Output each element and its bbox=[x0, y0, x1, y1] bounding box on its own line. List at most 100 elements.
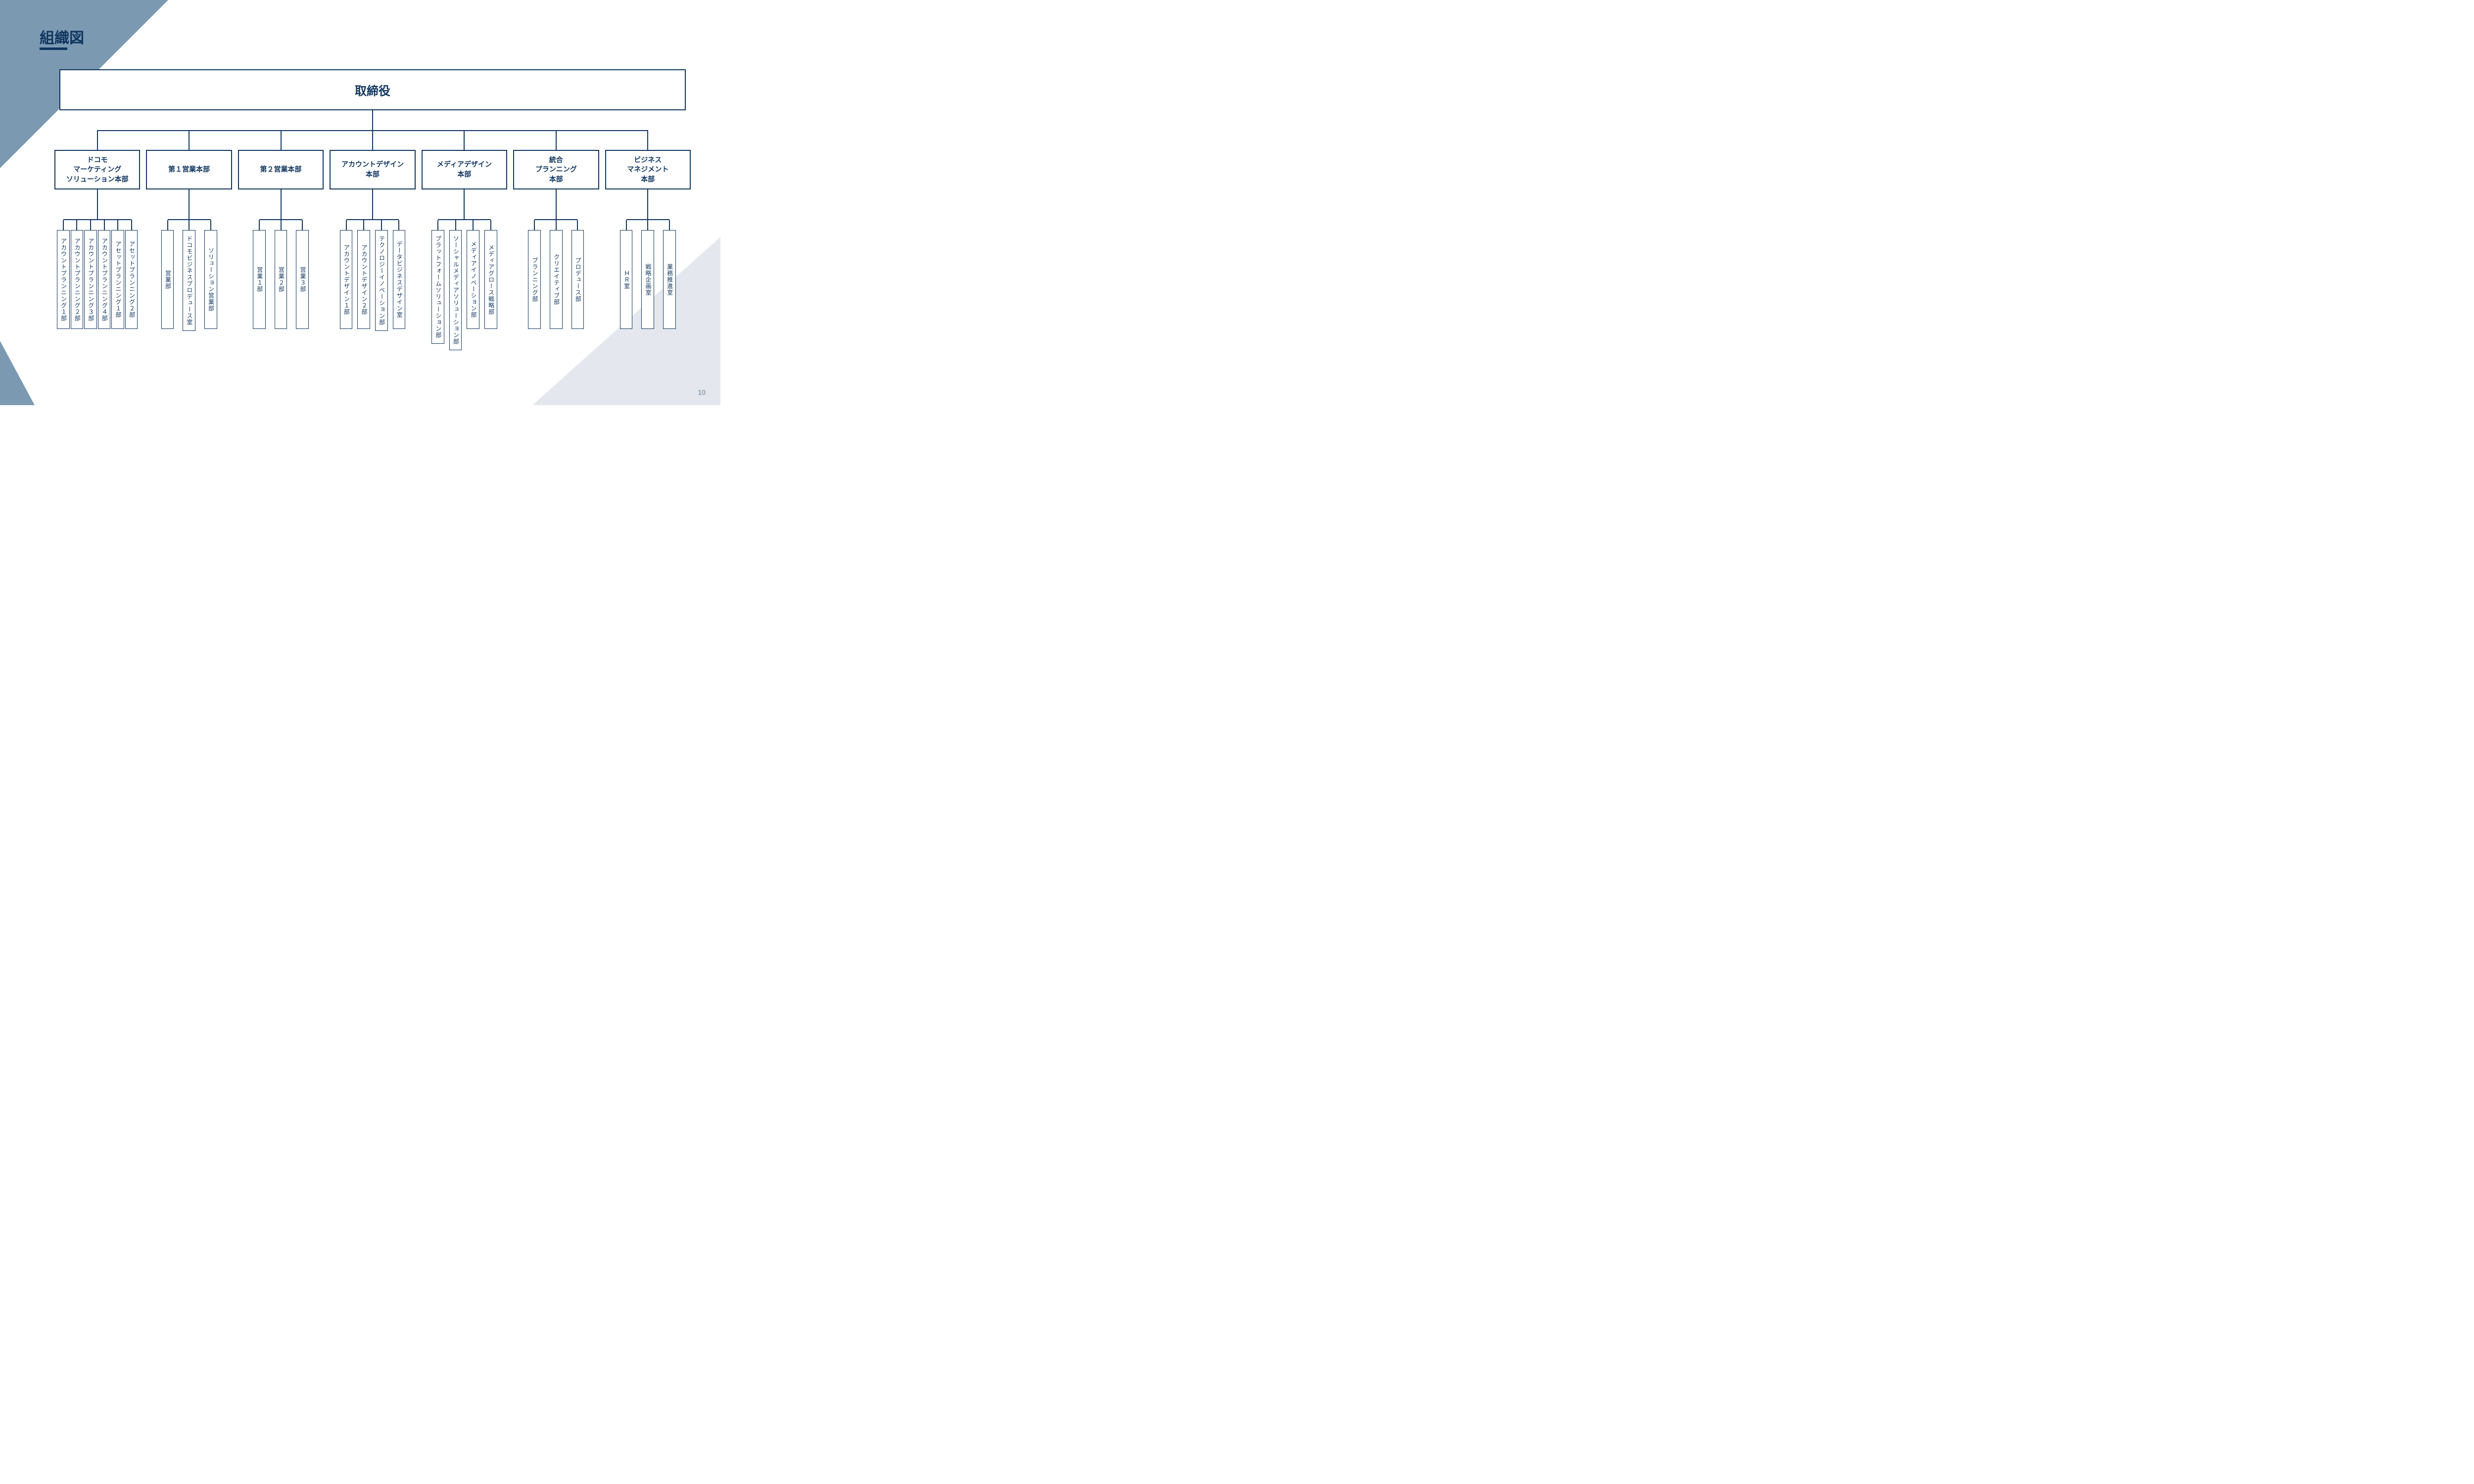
connector-dept-vertical bbox=[210, 220, 211, 230]
department-box: 営業３部 bbox=[296, 230, 309, 329]
department-box: ドコモビジネスプロデュース室 bbox=[183, 230, 195, 331]
connector-dept-vertical bbox=[647, 220, 648, 230]
divisions-row: ドコモ マーケティング ソリューション本部アカウントプランニング１部アカウントプ… bbox=[54, 130, 691, 350]
department: 業務推進室 bbox=[663, 220, 676, 329]
division-box: ドコモ マーケティング ソリューション本部 bbox=[54, 150, 140, 189]
connector-dept-horizontal bbox=[346, 219, 399, 220]
division-box: 第２営業本部 bbox=[238, 150, 324, 189]
department-box: ソリューション営業部 bbox=[204, 230, 217, 329]
connector-division-bottom bbox=[189, 189, 190, 219]
departments-container: ＨＲ室戦略企画室業務推進室 bbox=[605, 220, 691, 329]
connector-dept-horizontal bbox=[534, 219, 577, 220]
division: 第２営業本部営業１部営業２部営業３部 bbox=[238, 130, 324, 350]
connector-dept-vertical bbox=[398, 220, 399, 230]
department-box: アセットプランニング２部 bbox=[125, 230, 138, 329]
departments-container: 営業１部営業２部営業３部 bbox=[238, 220, 324, 329]
connector-dept-vertical bbox=[473, 220, 474, 230]
department: データビジネスデザイン室 bbox=[393, 220, 406, 331]
dept-hbar-wrap bbox=[513, 219, 599, 220]
connector-division-top bbox=[372, 130, 373, 150]
slide: 組織図 10 取締役 ドコモ マーケティング ソリューション本部アカウントプラン… bbox=[0, 0, 720, 405]
page-title: 組織図 bbox=[40, 26, 84, 47]
connector-dept-vertical bbox=[131, 220, 132, 230]
connector-dept-vertical bbox=[556, 220, 557, 230]
connector-dept-vertical bbox=[104, 220, 105, 230]
connector-dept-vertical bbox=[167, 220, 168, 230]
department: 営業１部 bbox=[253, 220, 266, 329]
department-box: アカウントプランニング３部 bbox=[84, 230, 97, 329]
division: ドコモ マーケティング ソリューション本部アカウントプランニング１部アカウントプ… bbox=[54, 130, 140, 350]
department: 営業３部 bbox=[296, 220, 309, 329]
department: アカウントプランニング１部 bbox=[57, 220, 70, 329]
department-box: アカウントプランニング１部 bbox=[57, 230, 70, 329]
connector-dept-vertical bbox=[381, 220, 382, 230]
department: 営業２部 bbox=[275, 220, 287, 329]
page-number: 10 bbox=[698, 388, 706, 396]
connector-root-vertical bbox=[372, 110, 373, 130]
connector-division-bottom bbox=[97, 189, 98, 219]
department-box: ＨＲ室 bbox=[620, 230, 633, 329]
connector-dept-vertical bbox=[90, 220, 91, 230]
department: プロデュース部 bbox=[571, 220, 584, 329]
department-box: アカウントプランニング４部 bbox=[98, 230, 111, 329]
connector-dept-vertical bbox=[76, 220, 77, 230]
department-box: プランニング部 bbox=[528, 230, 541, 329]
department-box: メディアイノベーション部 bbox=[467, 230, 479, 329]
dept-hbar-wrap bbox=[54, 219, 140, 220]
connector-division-bottom bbox=[556, 189, 557, 219]
connector-division-top bbox=[281, 130, 282, 150]
division: 統合 プランニング 本部プランニング部クリエイティブ部プロデュース部 bbox=[513, 130, 599, 350]
division-box: 第１営業本部 bbox=[146, 150, 232, 189]
department-box: プラットフォームソリューション部 bbox=[431, 230, 444, 344]
department: ソリューション営業部 bbox=[204, 220, 217, 331]
department: メディアイノベーション部 bbox=[467, 220, 479, 350]
connector-dept-vertical bbox=[577, 220, 578, 230]
department: メディアグロース戦略部 bbox=[484, 220, 497, 350]
connector-division-bottom bbox=[372, 189, 373, 219]
connector-dept-vertical bbox=[189, 220, 190, 230]
department-box: アカウントデザイン１部 bbox=[340, 230, 353, 329]
department: アカウントプランニング３部 bbox=[84, 220, 97, 329]
connector-division-bottom bbox=[281, 189, 282, 219]
department-box: 業務推進室 bbox=[663, 230, 676, 329]
connector-dept-vertical bbox=[626, 220, 627, 230]
department: アカウントデザイン２部 bbox=[357, 220, 370, 331]
department: ドコモビジネスプロデュース室 bbox=[183, 220, 195, 331]
department-box: 営業１部 bbox=[253, 230, 266, 329]
connector-division-top bbox=[464, 130, 465, 150]
department: プラットフォームソリューション部 bbox=[431, 220, 444, 350]
connector-dept-vertical bbox=[455, 220, 456, 230]
connector-dept-vertical bbox=[534, 220, 535, 230]
department-box: ソーシャルメディアソリューション部 bbox=[449, 230, 462, 350]
department-box: 戦略企画室 bbox=[641, 230, 654, 329]
department-box: プロデュース部 bbox=[571, 230, 584, 329]
connector-division-top bbox=[97, 130, 98, 150]
department-box: メディアグロース戦略部 bbox=[484, 230, 497, 329]
division-box: ビジネス マネジメント 本部 bbox=[605, 150, 691, 189]
decor-triangle-bottom-left bbox=[0, 341, 35, 405]
departments-container: アカウントプランニング１部アカウントプランニング２部アカウントプランニング３部ア… bbox=[54, 220, 140, 329]
connector-dept-vertical bbox=[63, 220, 64, 230]
department: アカウントプランニング２部 bbox=[71, 220, 84, 329]
connector-division-top bbox=[647, 130, 648, 150]
connector-dept-horizontal bbox=[626, 219, 669, 220]
dept-hbar-wrap bbox=[330, 219, 415, 220]
connector-division-top bbox=[556, 130, 557, 150]
departments-container: 営業部ドコモビジネスプロデュース室ソリューション営業部 bbox=[146, 220, 232, 331]
connector-dept-vertical bbox=[346, 220, 347, 230]
department-box: 営業部 bbox=[161, 230, 174, 329]
department: アセットプランニング２部 bbox=[125, 220, 138, 329]
connector-dept-horizontal bbox=[259, 219, 302, 220]
connector-dept-vertical bbox=[669, 220, 670, 230]
org-root-box: 取締役 bbox=[59, 69, 686, 110]
department: クリエイティブ部 bbox=[550, 220, 563, 329]
department: プランニング部 bbox=[528, 220, 541, 329]
department-box: クリエイティブ部 bbox=[550, 230, 563, 329]
connector-dept-vertical bbox=[437, 220, 438, 230]
connector-division-bottom bbox=[464, 189, 465, 219]
dept-hbar-wrap bbox=[605, 219, 691, 220]
department-box: テクノロジーイノベーション部 bbox=[375, 230, 388, 331]
division: 第１営業本部営業部ドコモビジネスプロデュース室ソリューション営業部 bbox=[146, 130, 232, 350]
connector-division-top bbox=[189, 130, 190, 150]
divisions-container: ドコモ マーケティング ソリューション本部アカウントプランニング１部アカウントプ… bbox=[54, 130, 691, 350]
